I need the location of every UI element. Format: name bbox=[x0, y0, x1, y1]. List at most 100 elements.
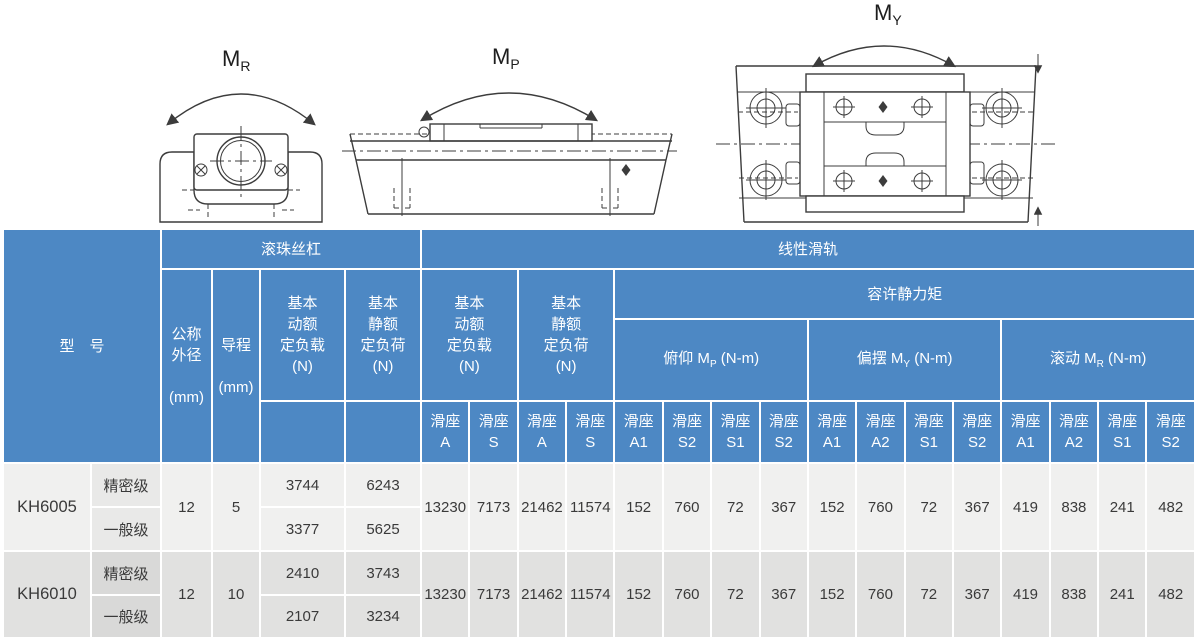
cell-bs-stat: 5625 bbox=[344, 506, 423, 552]
rail-bolt-hole-top-left-icon bbox=[746, 88, 786, 128]
cell-model-kh6005: KH6005 bbox=[2, 462, 92, 552]
header-nominal-od: 公称 外径 (mm) bbox=[160, 268, 214, 464]
header-bs-static-spacer bbox=[344, 400, 423, 464]
cell-lg-value: 760 bbox=[661, 550, 713, 637]
cell-lg-value: 760 bbox=[661, 462, 713, 552]
rail-plan-outline bbox=[735, 65, 1037, 223]
cell-lg-value: 72 bbox=[903, 462, 954, 552]
rail-hidden-lines bbox=[182, 189, 300, 220]
cell-lg-value: 7173 bbox=[468, 550, 519, 637]
carriage-tongue-top bbox=[865, 122, 905, 136]
notch-top-right bbox=[969, 103, 985, 127]
header-bs-static-load: 基本 静额 定负荷 (N) bbox=[344, 268, 423, 402]
cell-lg-value: 241 bbox=[1097, 462, 1148, 552]
yaw-moment-drawing: MY bbox=[716, 0, 1056, 226]
header-ball-screw-group: 滚珠丝杠 bbox=[160, 228, 423, 270]
header-slider-col-1: 滑座 S bbox=[468, 400, 519, 464]
cell-lg-value: 838 bbox=[1048, 462, 1100, 552]
bolt-cross-left bbox=[196, 165, 206, 175]
cell-lg-value: 838 bbox=[1048, 550, 1100, 637]
header-yaw-moment-group: 偏摆 MY (N-m) bbox=[806, 318, 1003, 402]
center-diamond-top-icon bbox=[878, 101, 888, 113]
cell-lg-value: 367 bbox=[758, 550, 809, 637]
cell-od: 12 bbox=[160, 550, 214, 637]
cell-lead: 10 bbox=[211, 550, 262, 637]
pitch-moment-arc-icon bbox=[419, 92, 599, 122]
cell-bs-dyn: 2410 bbox=[259, 550, 347, 596]
cell-lg-value: 367 bbox=[951, 462, 1003, 552]
cell-lg-value: 7173 bbox=[468, 462, 519, 552]
cell-lg-value: 760 bbox=[855, 462, 906, 552]
header-slider-col-14: 滑座 S1 bbox=[1097, 400, 1148, 464]
cell-bs-stat: 6243 bbox=[344, 462, 423, 508]
bolt-hole-right-icon bbox=[274, 163, 288, 177]
cell-lg-value: 482 bbox=[1145, 462, 1196, 552]
carriage-bolt-icons bbox=[833, 96, 933, 192]
cell-lg-value: 419 bbox=[1000, 462, 1051, 552]
spec-table: 型 号 滚珠丝杠 线性滑轨 公称 外径 (mm) 导程 (mm) 基本 动额 定… bbox=[1, 228, 1196, 637]
yaw-moment-arc-icon bbox=[811, 45, 957, 68]
cell-lg-value: 367 bbox=[758, 462, 809, 552]
cell-bs-dyn: 2107 bbox=[259, 594, 347, 637]
cell-model-kh6010: KH6010 bbox=[2, 550, 92, 637]
cell-lg-value: 760 bbox=[855, 550, 906, 637]
cell-grade: 精密级 bbox=[89, 462, 163, 508]
header-allowable-static-moment: 容许静力矩 bbox=[613, 268, 1196, 320]
header-slider-col-9: 滑座 A2 bbox=[855, 400, 906, 464]
pitch-moment-diagram: MP bbox=[342, 40, 677, 226]
bolt-cross-right bbox=[276, 165, 286, 175]
cell-lg-value: 367 bbox=[951, 550, 1003, 637]
header-linear-guide-group: 线性滑轨 bbox=[420, 228, 1196, 270]
rail-bolt-hole-bottom-right-icon bbox=[982, 160, 1022, 200]
carriage-end-caps bbox=[823, 92, 947, 196]
cell-lg-value: 21462 bbox=[516, 550, 568, 637]
carriage-top-plate bbox=[805, 73, 965, 93]
cell-lg-value: 13230 bbox=[420, 550, 471, 637]
roll-moment-drawing: MR bbox=[159, 46, 323, 223]
header-slider-col-6: 滑座 S1 bbox=[710, 400, 761, 464]
cell-lg-value: 152 bbox=[613, 462, 664, 552]
cell-lg-value: 152 bbox=[613, 550, 664, 637]
header-slider-col-12: 滑座 A1 bbox=[1000, 400, 1051, 464]
header-slider-col-15: 滑座 S2 bbox=[1145, 400, 1196, 464]
rail-bolt-hole-bottom-left-icon bbox=[746, 160, 786, 200]
header-slider-col-3: 滑座 S bbox=[565, 400, 616, 464]
table-row: 一般级 2107 3234 bbox=[3, 594, 1195, 637]
cell-bs-stat: 3234 bbox=[344, 594, 423, 637]
notch-bottom-left bbox=[785, 161, 801, 185]
rail-bolt-hole-top-right-icon bbox=[982, 88, 1022, 128]
cell-bs-dyn: 3377 bbox=[259, 506, 347, 552]
yaw-moment-diagram: MY bbox=[716, 0, 1056, 228]
cell-od: 12 bbox=[160, 462, 214, 552]
header-slider-col-11: 滑座 S2 bbox=[951, 400, 1003, 464]
cell-lead: 5 bbox=[211, 462, 262, 552]
yaw-moment-label: MY bbox=[874, 0, 902, 28]
roll-moment-label: MR bbox=[222, 46, 250, 74]
cell-lg-value: 11574 bbox=[565, 462, 616, 552]
header-lead: 导程 (mm) bbox=[211, 268, 262, 464]
cell-lg-value: 241 bbox=[1097, 550, 1148, 637]
cell-lg-value: 482 bbox=[1145, 550, 1196, 637]
grease-nipple-icon bbox=[418, 126, 430, 138]
cell-lg-value: 21462 bbox=[516, 462, 568, 552]
table-row: KH6005 精密级 12 5 3744 6243 13230 7173 214… bbox=[2, 462, 1196, 552]
cell-grade: 一般级 bbox=[89, 594, 163, 637]
roll-moment-arc-icon bbox=[166, 93, 316, 126]
bolt-axis-lines bbox=[401, 158, 611, 216]
header-roll-moment-group: 滚动 MR (N-m) bbox=[1000, 318, 1196, 402]
rail-top-edge bbox=[349, 133, 673, 161]
header-bs-dynamic-load: 基本 动额 定负载 (N) bbox=[259, 268, 347, 402]
reference-diamond-icon bbox=[621, 164, 631, 176]
cell-lg-value: 72 bbox=[710, 550, 761, 637]
carriage-tongue-bottom bbox=[865, 152, 905, 166]
table-header: 型 号 滚珠丝杠 线性滑轨 公称 外径 (mm) 导程 (mm) 基本 动额 定… bbox=[1, 228, 1196, 464]
moment-diagrams: MR MP bbox=[0, 0, 1200, 228]
header-bs-dynamic-spacer bbox=[259, 400, 347, 464]
header-slider-col-2: 滑座 A bbox=[516, 400, 568, 464]
header-slider-col-13: 滑座 A2 bbox=[1048, 400, 1100, 464]
bolt-hole-left-icon bbox=[194, 163, 208, 177]
header-slider-col-8: 滑座 A1 bbox=[806, 400, 858, 464]
carriage-side bbox=[429, 123, 593, 142]
header-slider-col-7: 滑座 S2 bbox=[758, 400, 809, 464]
cell-lg-value: 11574 bbox=[565, 550, 616, 637]
